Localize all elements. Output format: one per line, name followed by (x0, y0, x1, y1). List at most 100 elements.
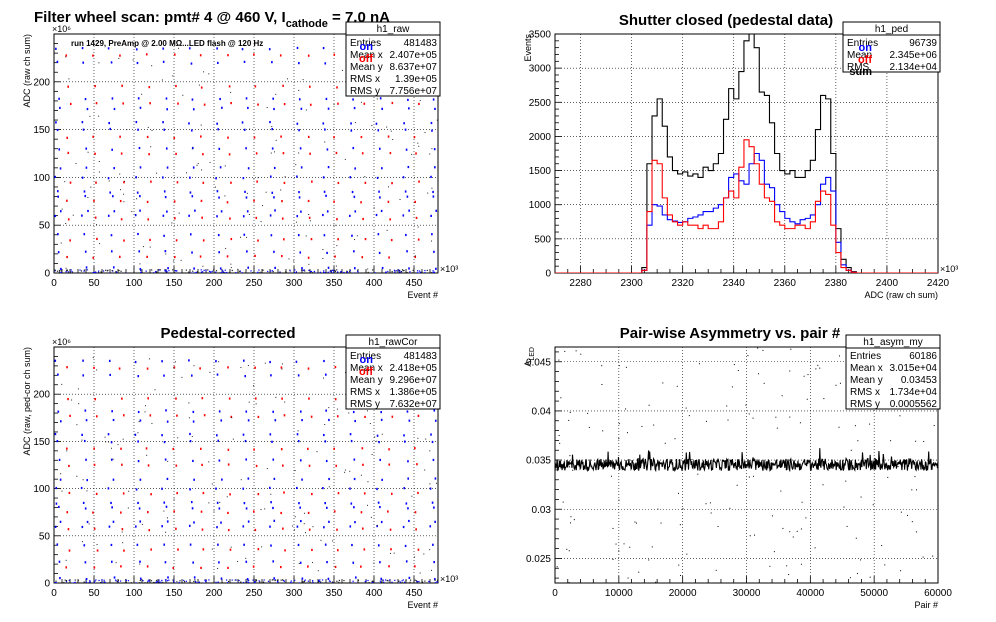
data-point-on (434, 578, 436, 581)
data-point-pedestal (65, 271, 67, 273)
data-point-on (82, 61, 85, 64)
data-point (117, 444, 119, 446)
data-point-pedestal (338, 581, 340, 583)
data-point-off (283, 181, 286, 185)
data-point-on (221, 106, 223, 109)
data-point-on (215, 360, 217, 363)
data-point (208, 461, 210, 463)
data-point (344, 469, 346, 471)
data-point-pedestal (217, 581, 219, 583)
data-point-pedestal (231, 269, 233, 272)
data-point (185, 172, 187, 174)
data-point-on (191, 146, 194, 150)
outlier-point (887, 476, 889, 478)
data-point-pedestal (185, 580, 187, 582)
data-point-on (323, 190, 326, 193)
data-point-pedestal (325, 271, 327, 273)
data-point-on (246, 210, 249, 213)
outlier-point (678, 492, 680, 494)
data-point-off (66, 199, 68, 202)
data-point (390, 130, 392, 132)
data-point (98, 62, 100, 64)
outlier-point (626, 432, 628, 434)
x-tick-label: 50000 (860, 588, 888, 599)
outlier-point (618, 423, 620, 425)
data-point-on (405, 233, 407, 237)
data-point (360, 474, 362, 476)
data-point-pedestal (421, 271, 423, 273)
x-tick-label: 60000 (924, 588, 952, 599)
data-point-pedestal (80, 270, 83, 272)
data-point-on (433, 560, 435, 564)
data-point-on (81, 46, 84, 50)
data-point-on (376, 487, 378, 491)
outlier-point (623, 543, 625, 545)
data-point-off (254, 254, 256, 257)
data-point-on (218, 147, 221, 150)
data-point-on (296, 525, 299, 528)
series-sum-line (555, 34, 938, 273)
data-point (144, 411, 146, 413)
data-point-pedestal (279, 271, 281, 273)
data-point (436, 119, 438, 121)
data-point-on (379, 505, 381, 509)
data-point-pedestal (380, 272, 382, 273)
data-point-on (113, 576, 116, 579)
data-point-on (107, 47, 110, 50)
data-point (266, 107, 268, 109)
data-point-off (361, 256, 364, 259)
outlier-point (697, 473, 699, 475)
data-point-on (81, 176, 84, 179)
stats-key: RMS x (850, 387, 880, 398)
data-point-on (327, 107, 330, 110)
data-point-on (219, 267, 222, 270)
data-point-pedestal (412, 269, 414, 271)
data-point (173, 498, 175, 500)
data-point-on (167, 267, 169, 270)
data-point-pedestal (108, 272, 111, 273)
data-point-on (108, 525, 111, 528)
data-point-off (199, 54, 202, 57)
data-point-on (381, 478, 383, 481)
data-point-pedestal (272, 270, 274, 273)
data-point-on (162, 47, 165, 50)
y-tick-label: 3500 (529, 30, 552, 41)
data-point-pedestal (174, 272, 176, 273)
outlier-point (558, 359, 560, 361)
data-point-pedestal (226, 271, 228, 273)
data-point-on (57, 251, 60, 254)
x-tick-label: 200 (206, 278, 223, 289)
outlier-point (568, 582, 570, 583)
data-point (87, 151, 89, 153)
data-point-pedestal (93, 581, 95, 583)
data-point-pedestal (204, 579, 206, 581)
data-point-pedestal (432, 271, 434, 273)
data-point-pedestal (139, 582, 141, 583)
data-point-off (281, 464, 284, 467)
data-point-off (307, 199, 310, 203)
outlier-point (855, 537, 857, 539)
outlier-point (933, 425, 935, 427)
data-point (90, 186, 92, 188)
data-point-pedestal (393, 269, 396, 271)
data-point-off (364, 415, 366, 419)
data-point-off (387, 200, 390, 203)
outlier-point (859, 559, 861, 561)
data-point-on (300, 519, 302, 523)
data-point-on (138, 250, 141, 253)
data-point-on (299, 410, 302, 413)
data-point-on (220, 521, 222, 524)
data-point-off (92, 135, 94, 138)
data-point-pedestal (290, 580, 292, 582)
data-point-on (378, 190, 380, 193)
data-point-pedestal (158, 269, 160, 271)
data-point-on (274, 419, 277, 422)
data-point-on (405, 148, 408, 151)
data-point (65, 56, 67, 58)
outlier-point (710, 512, 712, 514)
data-point (156, 172, 158, 174)
data-point-on (81, 433, 83, 436)
data-point-on (242, 487, 245, 490)
data-point-pedestal (92, 272, 94, 273)
data-point-off (282, 84, 284, 87)
